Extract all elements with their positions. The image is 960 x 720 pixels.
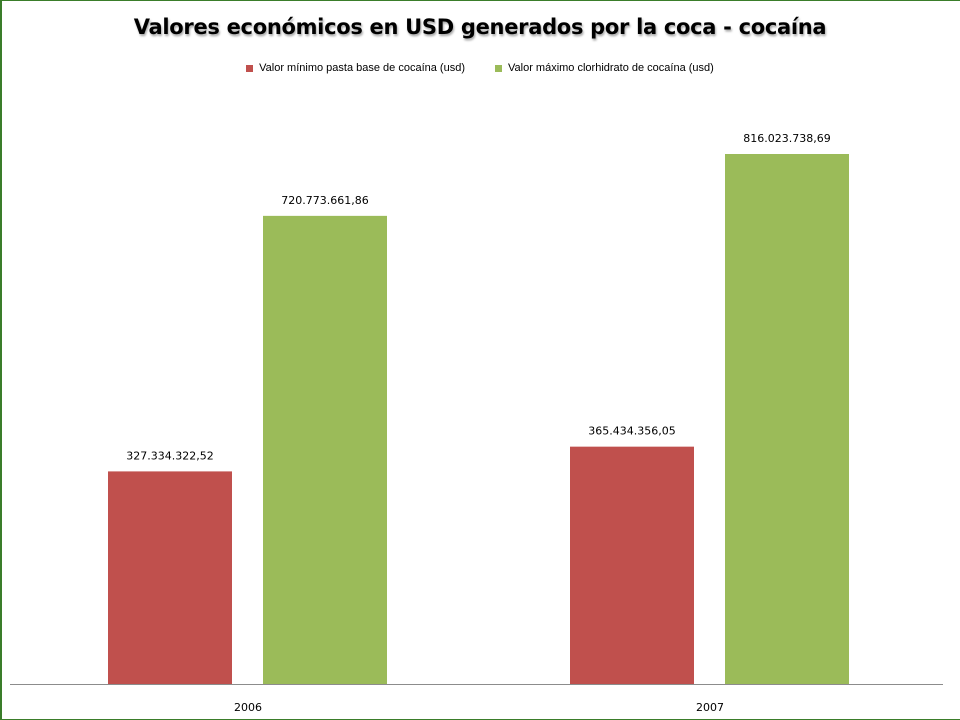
- x-tick-label-2007: 2007: [696, 701, 724, 714]
- legend-swatch-max: [495, 64, 502, 72]
- data-label-2007-series-1: 816.023.738,69: [743, 132, 830, 145]
- bar-2006-series-0: [108, 471, 232, 684]
- chart-title: Valores económicos en USD generados por …: [133, 15, 827, 39]
- legend-label-min: Valor mínimo pasta base de cocaína (usd): [259, 62, 465, 74]
- bar-2006-series-1: [263, 215, 387, 684]
- bar-2007-series-1: [725, 154, 849, 684]
- bar-2007-series-0: [570, 446, 694, 684]
- data-label-2007-series-0: 365.434.356,05: [588, 425, 675, 438]
- x-tick-label-2006: 2006: [234, 701, 262, 714]
- legend-label-max: Valor máximo clorhidrato de cocaína (usd…: [508, 62, 714, 74]
- legend-entry-min: Valor mínimo pasta base de cocaína (usd): [246, 62, 465, 74]
- legend-entry-max: Valor máximo clorhidrato de cocaína (usd…: [495, 62, 714, 74]
- legend: Valor mínimo pasta base de cocaína (usd)…: [0, 62, 960, 74]
- data-label-2006-series-0: 327.334.322,52: [126, 449, 213, 462]
- data-label-2006-series-1: 720.773.661,86: [281, 194, 368, 207]
- legend-swatch-min: [246, 64, 254, 72]
